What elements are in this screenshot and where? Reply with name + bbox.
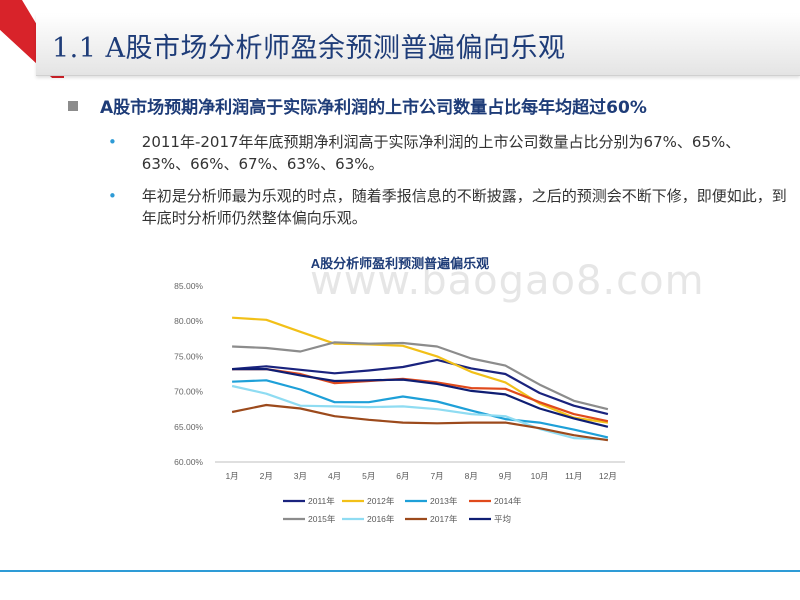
series-line — [232, 316, 609, 424]
legend-label: 2015年 — [308, 514, 336, 524]
x-tick-label: 1月 — [225, 471, 238, 481]
series-line — [231, 403, 609, 442]
legend-label: 2011年 — [308, 496, 335, 506]
series-line — [232, 341, 609, 411]
series-line — [232, 358, 609, 416]
legend-label: 2012年 — [367, 496, 395, 506]
legend-label: 平均 — [494, 514, 511, 524]
x-tick-label: 10月 — [531, 471, 549, 481]
legend-label: 2016年 — [367, 514, 395, 524]
title-bar — [36, 14, 800, 76]
legend-label: 2014年 — [494, 496, 522, 506]
bottom-rule — [0, 570, 800, 572]
y-tick-label: 70.00% — [174, 387, 203, 397]
y-tick-label: 60.00% — [174, 457, 203, 467]
x-tick-label: 3月 — [294, 471, 307, 481]
bullet-dot-icon: • — [108, 133, 117, 151]
bullet-dot-icon: • — [108, 187, 117, 205]
bullet-item: • 2011年-2017年年底预期净利润高于实际净利润的上市公司数量占比分别为6… — [108, 131, 788, 175]
y-tick-label: 75.00% — [174, 351, 203, 361]
series-line — [232, 379, 609, 439]
bullet-list: • 2011年-2017年年底预期净利润高于实际净利润的上市公司数量占比分别为6… — [108, 131, 788, 239]
sub-heading-row: A股市场预期净利润高于实际净利润的上市公司数量占比每年均超过60% — [68, 93, 647, 118]
sub-heading: A股市场预期净利润高于实际净利润的上市公司数量占比每年均超过60% — [100, 98, 647, 118]
x-tick-label: 8月 — [465, 471, 478, 481]
x-tick-label: 7月 — [430, 471, 443, 481]
x-tick-label: 9月 — [499, 471, 512, 481]
series-line — [232, 367, 609, 423]
watermark: www.baogao8.com — [310, 258, 705, 304]
y-tick-label: 80.00% — [174, 316, 203, 326]
legend-label: 2013年 — [430, 496, 458, 506]
x-tick-label: 5月 — [362, 471, 375, 481]
x-tick-label: 4月 — [328, 471, 341, 481]
y-tick-label: 85.00% — [174, 281, 203, 291]
square-bullet-icon — [68, 100, 78, 111]
y-tick-label: 65.00% — [174, 422, 203, 432]
slide-title: 1.1 A股市场分析师盈余预测普遍偏向乐观 — [52, 33, 566, 64]
chart: A股分析师盈利预测普遍偏乐观 60.00% 65.00% 70.00% 75.00% 80… — [160, 250, 640, 535]
bullet-item: • 年初是分析师最为乐观的时点，随着季报信息的不断披露，之后的预测会不断下修，即… — [108, 185, 788, 229]
chart-title: A股分析师盈利预测普遍偏乐观 — [311, 256, 489, 271]
legend-label: 2017年 — [430, 514, 458, 524]
chart-svg: A股分析师盈利预测普遍偏乐观 60.00% 65.00% 70.00% 75.00% 80… — [174, 256, 625, 524]
x-tick-label: 2月 — [260, 471, 273, 481]
x-tick-label: 12月 — [599, 471, 617, 481]
series-line — [232, 367, 609, 428]
bullet-text: 2011年-2017年年底预期净利润高于实际净利润的上市公司数量占比分别为67%… — [141, 133, 741, 173]
x-tick-label: 6月 — [396, 471, 409, 481]
bullet-text: 年初是分析师最为乐观的时点，随着季报信息的不断披露，之后的预测会不断下修，即便如… — [141, 187, 787, 227]
x-tick-label: 11月 — [565, 471, 582, 481]
